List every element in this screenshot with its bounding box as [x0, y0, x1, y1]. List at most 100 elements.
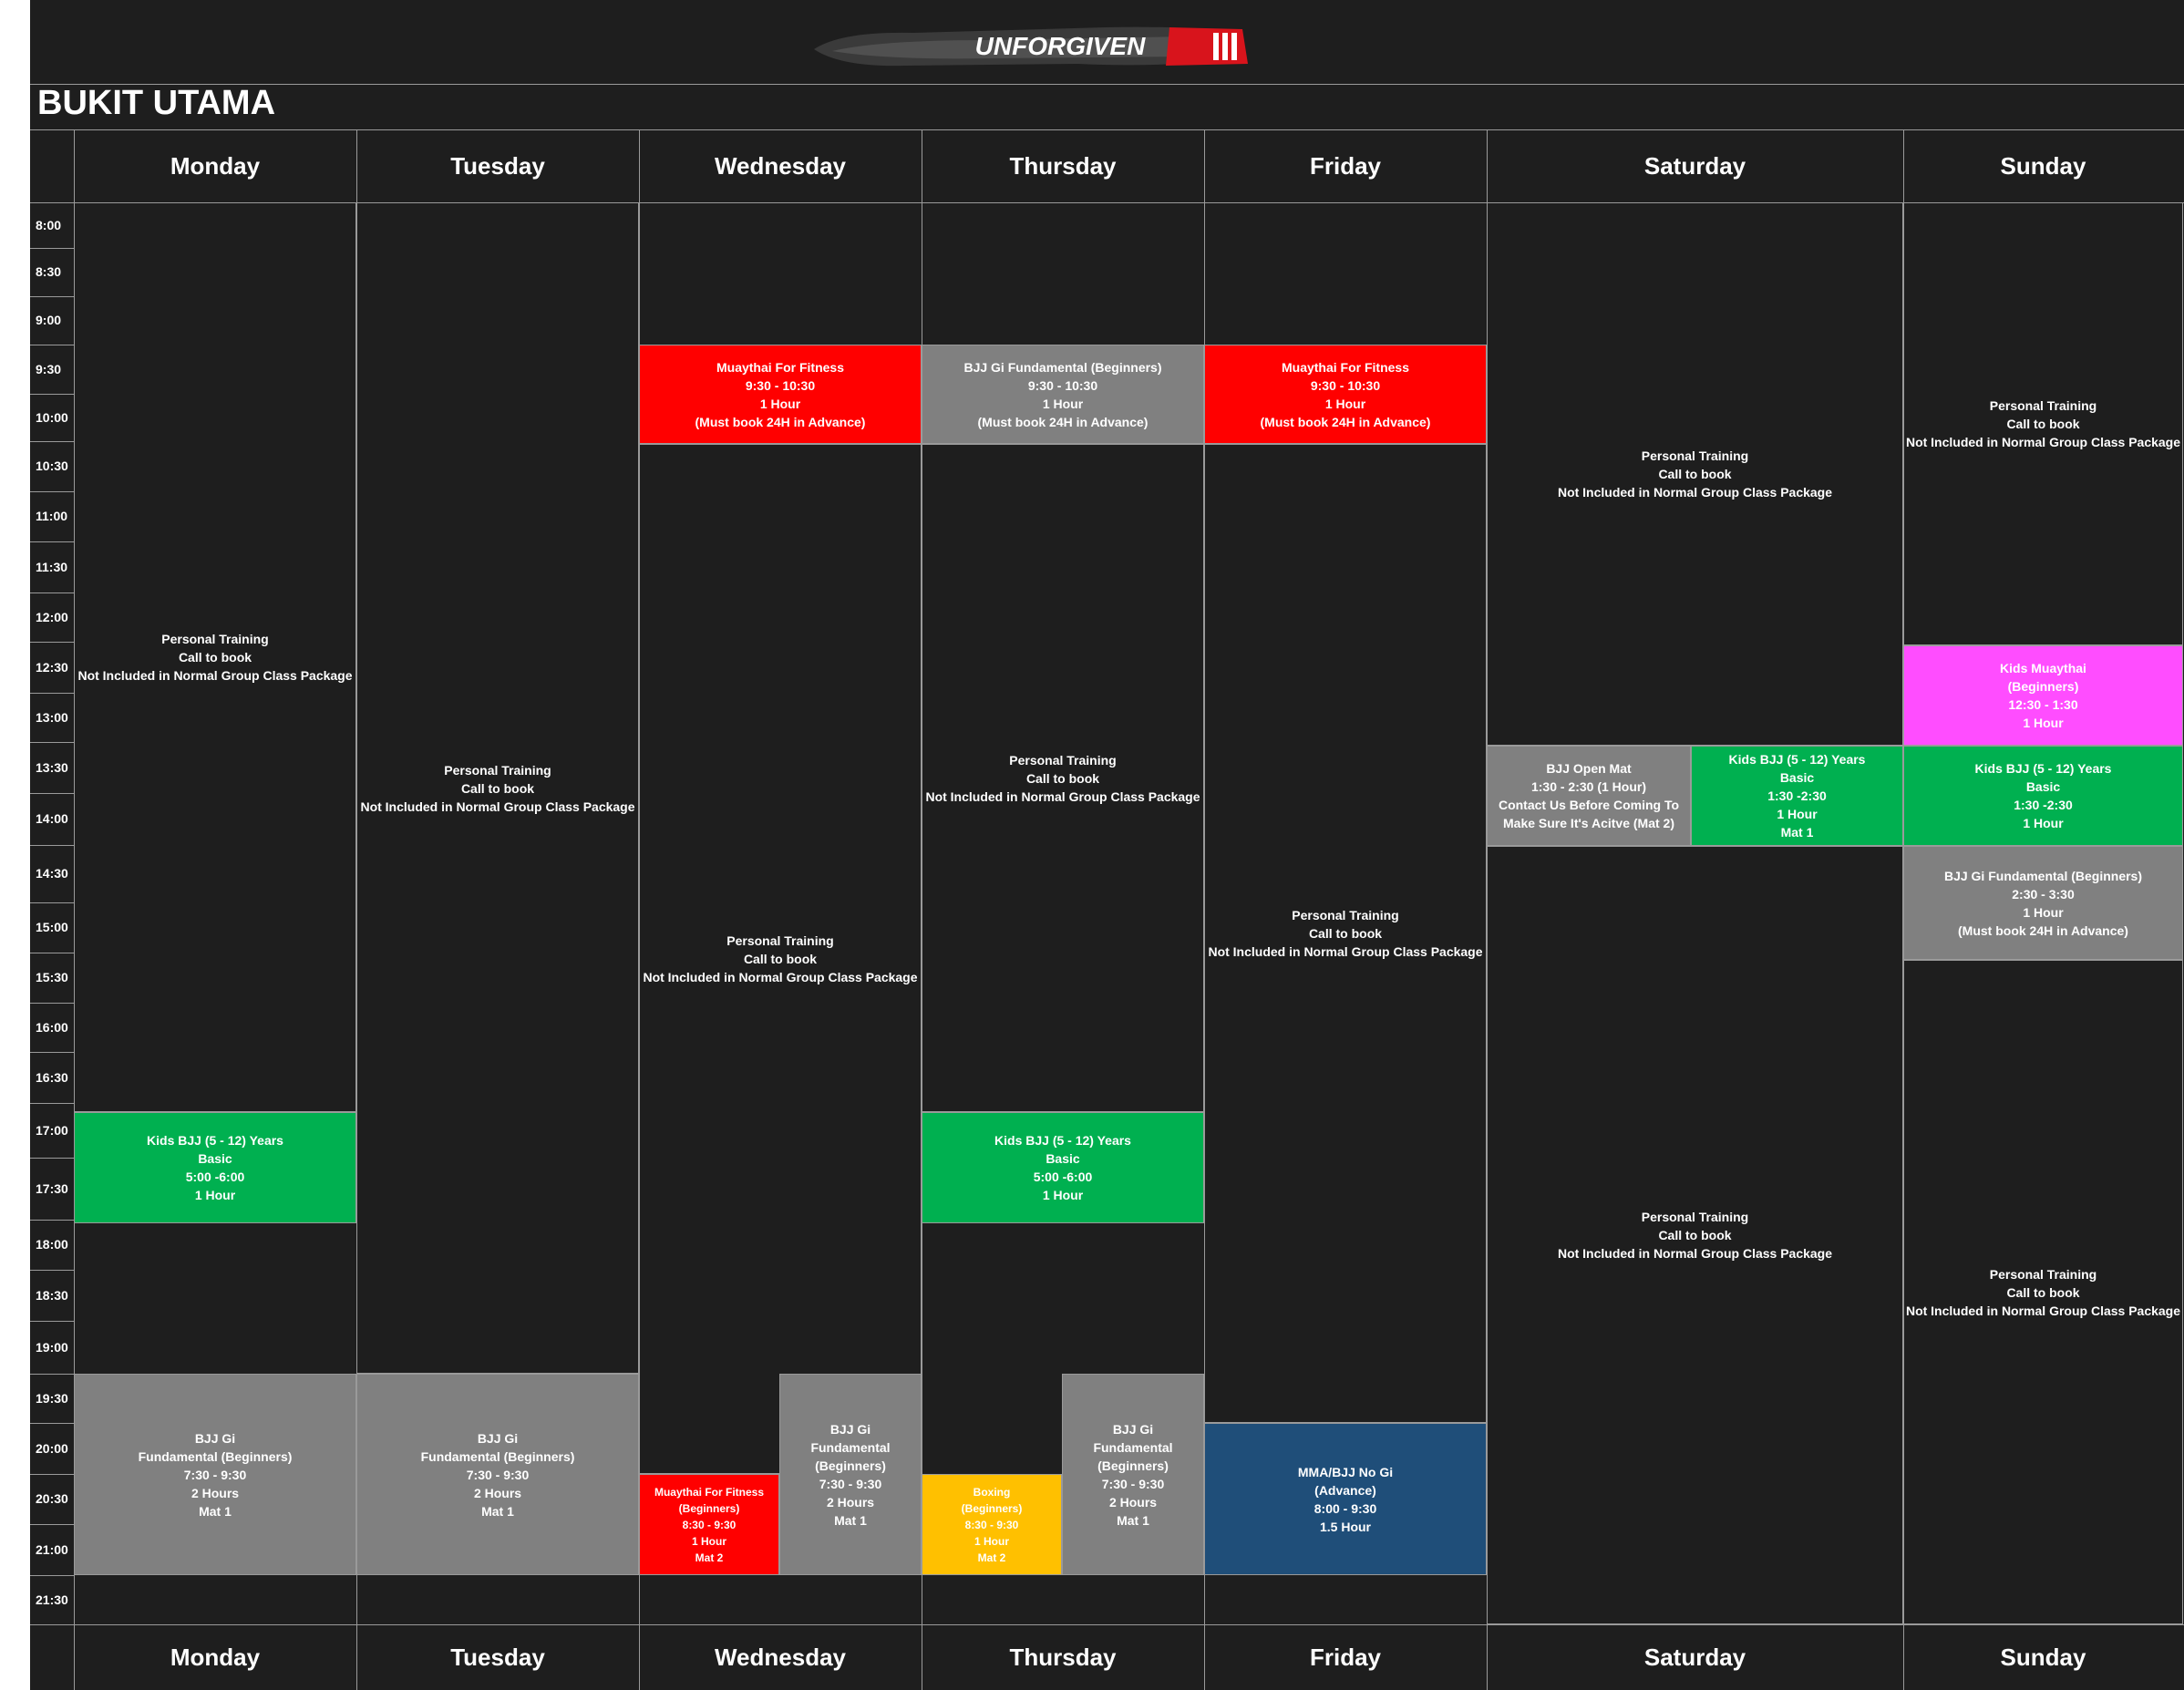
class-text-line: Personal Training [726, 933, 834, 948]
class-text-line: 1 Hour [1777, 807, 1818, 821]
class-text-line: BJJ Gi [477, 1430, 519, 1446]
time-label: 14:00 [36, 811, 68, 826]
class-text-line: 7:30 - 9:30 [183, 1467, 247, 1482]
class-text-line: Mat 1 [199, 1503, 232, 1519]
class-text-line: 1 Hour [974, 1534, 1009, 1548]
header-bottom-rule [30, 202, 2184, 203]
class-text-line: Personal Training [161, 632, 269, 646]
class-text-line: Not Included in Normal Group Class Packa… [1905, 435, 2181, 449]
class-text-line: Muaythai For Fitness [716, 359, 845, 375]
time-label: 14:30 [36, 866, 68, 881]
time-label: 12:30 [36, 660, 68, 675]
class-text-line: Not Included in Normal Group Class Packa… [77, 668, 353, 683]
time-label: 11:30 [36, 560, 68, 574]
time-label: 13:00 [36, 710, 68, 725]
class-text-line: 5:00 -6:00 [1033, 1170, 1093, 1184]
class-text-line: 12:30 - 1:30 [2008, 697, 2078, 712]
time-row-rule [30, 1575, 74, 1576]
class-text-line: Mat 2 [695, 1551, 724, 1564]
class-text-line: BJJ Gi Fundamental (Beginners) [1943, 868, 2143, 883]
class-text-line: (Must book 24H in Advance) [977, 414, 1149, 429]
class-text-line: 2 Hours [1108, 1494, 1158, 1510]
class-text-line: (Advance) [1314, 1482, 1376, 1498]
time-label: 8:30 [36, 264, 62, 279]
day-header-wednesday: Wednesday [714, 151, 846, 180]
class-text-line: 2 Hours [473, 1485, 522, 1500]
class-text-line: Mat 1 [834, 1512, 867, 1528]
class-text-line: Mat 1 [1117, 1512, 1149, 1528]
day-header-friday: Friday [1309, 151, 1382, 180]
time-label: 15:00 [36, 920, 68, 934]
class-text-line: Personal Training [1989, 1266, 2097, 1282]
time-row-rule [30, 1270, 74, 1271]
class-text-line: 2 Hours [191, 1485, 240, 1500]
class-text-line: Contact Us Before Coming To [1498, 798, 1680, 812]
class-block: Kids BJJ (5 - 12) Years Basic 1:30 -2:30 1 … [1691, 746, 1903, 846]
class-text-line: Boxing [973, 1485, 1011, 1499]
time-row-rule [30, 902, 74, 903]
class-text-line: Call to book [178, 650, 252, 665]
time-row-rule [30, 248, 74, 249]
time-label: 12:00 [36, 610, 68, 624]
time-row-rule [30, 1052, 74, 1053]
time-label: 21:00 [36, 1542, 68, 1557]
class-text-line: 1 Hour [2023, 716, 2064, 730]
time-label: 19:30 [36, 1391, 68, 1406]
unforgiven-logo: UNFORGIVEN [814, 26, 1248, 67]
class-block: Personal Training Call to book Not Include… [639, 444, 922, 1474]
time-label: 20:00 [36, 1441, 68, 1456]
class-block: Personal Training Call to book Not Include… [1903, 202, 2183, 645]
class-text-line: 9:30 - 10:30 [745, 377, 816, 393]
time-row-rule [30, 1374, 74, 1375]
class-text-line: 2:30 - 3:30 [2012, 886, 2075, 902]
class-text-line: 8:30 - 9:30 [964, 1518, 1019, 1531]
class-text-line: Call to book [1658, 467, 1732, 481]
class-text-line: 5:00 -6:00 [185, 1170, 245, 1184]
class-block: Muaythai For Fitness 9:30 - 10:30 1 Hour (M… [1204, 345, 1487, 444]
class-block: BJJ Gi Fundamental (Beginners) 7:30 - 9:30 2… [1062, 1374, 1204, 1575]
class-text-line: 1 Hour [759, 396, 801, 411]
day-footer-wednesday: Wednesday [714, 1643, 846, 1671]
class-block: BJJ Gi Fundamental (Beginners) 9:30 - 10:… [922, 345, 1204, 444]
class-text-line: (Must book 24H in Advance) [1260, 414, 1431, 429]
class-text-line: Call to book [460, 780, 535, 796]
class-text-line: Kids BJJ (5 - 12) Years [1974, 761, 2112, 776]
class-text-line: (Must book 24H in Advance) [695, 414, 866, 429]
class-text-line: Personal Training [1292, 908, 1399, 922]
class-text-line: 7:30 - 9:30 [466, 1467, 530, 1482]
class-text-line: 1 Hour [2023, 904, 2064, 920]
class-text-line: Not Included in Normal Group Class Packa… [1557, 485, 1833, 500]
class-text-line: Kids BJJ (5 - 12) Years [994, 1133, 1131, 1148]
class-text-line: 7:30 - 9:30 [819, 1476, 882, 1491]
class-text-line: (Must book 24H in Advance) [1958, 922, 2128, 938]
time-label: 16:30 [36, 1070, 68, 1085]
class-text-line: Fundamental [1093, 1439, 1173, 1455]
time-label: 13:30 [36, 760, 68, 775]
class-text-line: BJJ Gi [194, 1430, 236, 1446]
logo-text: UNFORGIVEN [975, 32, 1146, 60]
class-text-line: Fundamental [810, 1439, 891, 1455]
class-block: BJJ Open Mat 1:30 - 2:30 (1 Hour) Contact … [1487, 746, 1691, 846]
time-label: 17:00 [36, 1123, 68, 1138]
class-text-line: (Beginners) [1097, 1458, 1169, 1473]
class-block: Personal Training Call to book Not Include… [1204, 444, 1487, 1423]
class-text-line: Basic [1779, 770, 1815, 785]
time-label: 9:00 [36, 313, 62, 327]
time-label: 10:00 [36, 410, 68, 425]
class-text-line: Kids BJJ (5 - 12) Years [147, 1133, 283, 1148]
class-text-line: Call to book [1308, 926, 1383, 941]
class-text-line: Make Sure It's Acitve (Mat 2) [1503, 816, 1674, 830]
time-row-rule [30, 441, 74, 442]
time-row-rule [30, 1158, 74, 1159]
class-block: Boxing (Beginners) 8:30 - 9:30 1 Hour Mat 2 [922, 1474, 1062, 1575]
class-text-line: Kids Muaythai [2000, 661, 2086, 675]
class-text-line: (Beginners) [2007, 679, 2079, 694]
class-text-line: Basic [198, 1151, 232, 1166]
class-text-line: 9:30 - 10:30 [1310, 377, 1381, 393]
time-row-rule [30, 1423, 74, 1424]
class-text-line: 1 Hour [1324, 396, 1366, 411]
time-label: 20:30 [36, 1491, 68, 1506]
class-text-line: Mat 2 [977, 1551, 1006, 1564]
time-label: 11:00 [36, 509, 68, 523]
class-block: Kids BJJ (5 - 12) Years Basic 5:00 -6:00 1 … [922, 1112, 1204, 1223]
